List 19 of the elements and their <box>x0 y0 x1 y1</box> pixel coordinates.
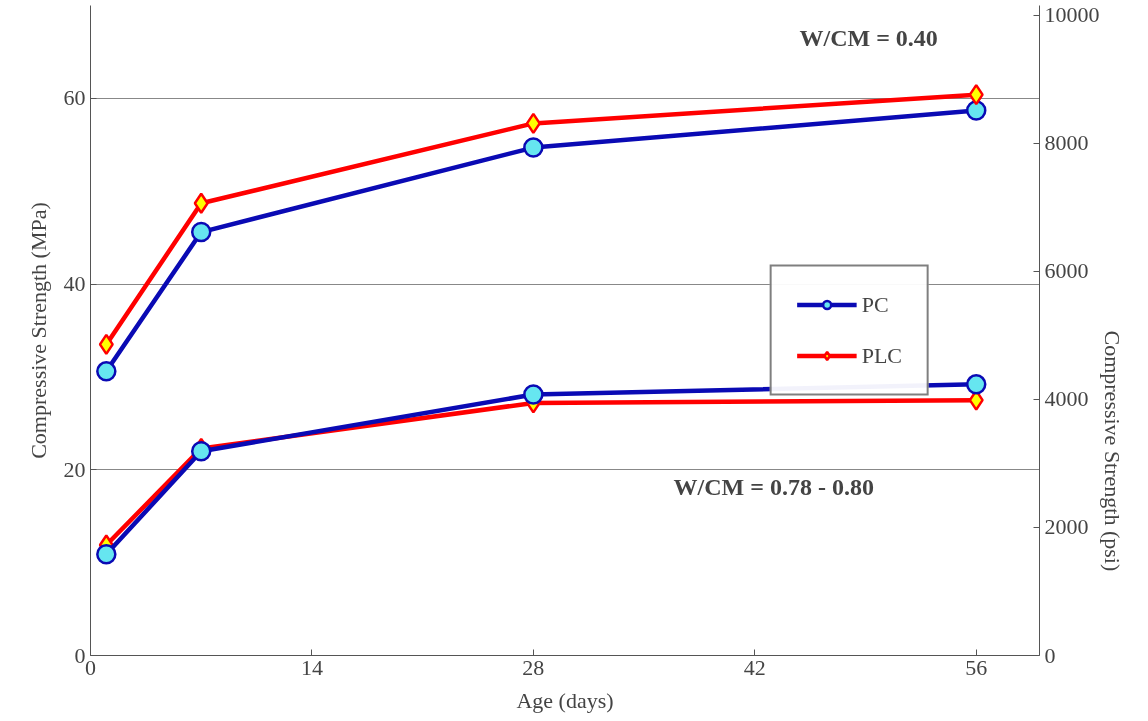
legend-label: PLC <box>861 342 902 369</box>
annotation: W/CM = 0.78 - 0.80 <box>673 473 874 500</box>
annotation: W/CM = 0.40 <box>799 25 938 51</box>
y2-tick-label: 10000 <box>1044 2 1100 28</box>
y2-tick-label: 8000 <box>1044 130 1089 156</box>
x-tick-label: 42 <box>743 654 766 680</box>
x-tick-label: 28 <box>522 654 545 680</box>
y-axis-title: Compressive Strength (MPa) <box>25 202 51 459</box>
y-tick-label: 40 <box>63 271 86 297</box>
y2-tick-label: 4000 <box>1044 386 1089 412</box>
x-axis-title: Age (days) <box>516 687 614 713</box>
x-tick-label: 14 <box>300 654 323 680</box>
y-tick-label: 20 <box>63 456 86 482</box>
y2-axis-title: Compressive Strength (psi) <box>1100 330 1125 572</box>
legend-label: PC <box>861 291 889 318</box>
y-tick-label: 60 <box>63 85 86 111</box>
y2-tick-label: 6000 <box>1044 258 1089 284</box>
x-tick-label: 56 <box>965 654 988 680</box>
y2-tick-label: 2000 <box>1044 514 1089 540</box>
